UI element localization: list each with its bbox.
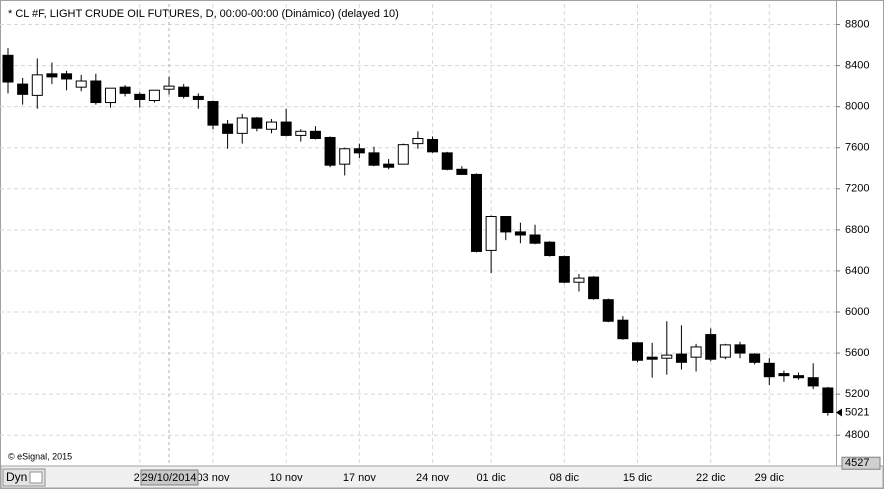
candle-body [441,152,453,170]
candle-body [412,137,424,145]
candle-body [470,173,482,252]
y-tick-label: 4800 [845,429,869,441]
candle-body [822,387,834,414]
x-tick-label: 10 nov [270,472,304,484]
candle-body [90,80,102,104]
candle-body [251,117,263,129]
y-tick-label: 6400 [845,265,869,277]
candle-body [2,54,14,83]
candle-body [280,121,292,136]
candle-body [104,87,116,104]
candle-body [353,148,365,154]
candles [2,48,834,416]
candle-body [383,163,395,168]
candle-body [500,216,512,233]
last-price-marker [836,408,842,417]
candle-body [61,73,73,80]
candle-body [544,241,556,257]
candle-body [222,123,234,134]
y-tick-label: 8400 [845,60,869,72]
candle-body [163,85,175,90]
candle-body [763,362,775,378]
candle-body [617,319,629,340]
candle-body [719,344,731,358]
candle-body [236,117,248,134]
candle-body [602,299,614,322]
y-tick-label: 6000 [845,306,869,318]
cursor-date-box [140,469,199,486]
y-tick-label: 8000 [845,101,869,113]
candle-body [573,277,585,283]
candle-body [632,342,644,361]
candle-body [207,101,219,126]
candle-body [675,353,687,363]
cursor-price-label: 4527 [845,457,869,469]
candle-body [339,148,351,165]
candle-body [807,377,819,387]
y-tick-label: 6800 [845,224,869,236]
candle-body [646,356,658,360]
candle-body [178,86,190,97]
candle-body [75,80,87,88]
cursor-date-label: 29/10/2014 [142,472,197,484]
candle-body [661,354,673,359]
candle-body [793,375,805,379]
y-tick-label: 5600 [845,347,869,359]
candle-body [324,136,336,166]
y-tick-label: 5200 [845,388,869,400]
candle-body [427,139,439,153]
last-price-label: 5021 [845,406,869,418]
candle-body [514,231,526,236]
candle-body [397,144,409,165]
candle-body [134,93,146,100]
candle-body [529,234,541,244]
candle-body [778,373,790,377]
mode-label[interactable]: Dyn [6,470,27,484]
candle-body [309,130,321,139]
x-tick-label: 24 nov [416,472,450,484]
candle-body [588,276,600,300]
candle-body [734,344,746,354]
lock-icon[interactable] [29,471,43,484]
candle-body [749,353,761,363]
x-tick-label: 08 dic [550,472,580,484]
candle-body [119,86,131,94]
candle-body [148,89,160,102]
candle-body [485,216,497,251]
y-tick-label: 8800 [845,18,869,30]
x-tick-label: 03 nov [196,472,230,484]
candle-body [558,256,570,283]
x-tick-label: 29 dic [755,472,785,484]
candle-body [17,83,29,95]
candle-body [295,130,307,136]
candle-body [690,346,702,358]
y-tick-label: 7200 [845,183,869,195]
copyright: © eSignal, 2015 [8,451,72,461]
cursor-price-box [841,456,881,470]
candle-body [368,152,380,166]
x-tick-label: 17 nov [343,472,377,484]
x-tick-label: 22 dic [696,472,726,484]
candle-body [31,74,43,96]
labels: 4800 5200 5600 6000 6400 6800 7200 7600 8000 8400… [134,18,881,486]
candle-body [192,95,204,100]
candle-body [456,168,468,175]
time-axis-bar [0,465,884,489]
x-tick-label: 15 dic [623,472,653,484]
y-tick-label: 7600 [845,142,869,154]
grid [0,4,836,466]
candle-body [46,73,58,78]
x-tick-label: 01 dic [476,472,506,484]
candle-body [705,334,717,360]
candle-body [266,121,278,130]
chart-title: * CL #F, LIGHT CRUDE OIL FUTURES, D, 00:… [8,8,399,20]
